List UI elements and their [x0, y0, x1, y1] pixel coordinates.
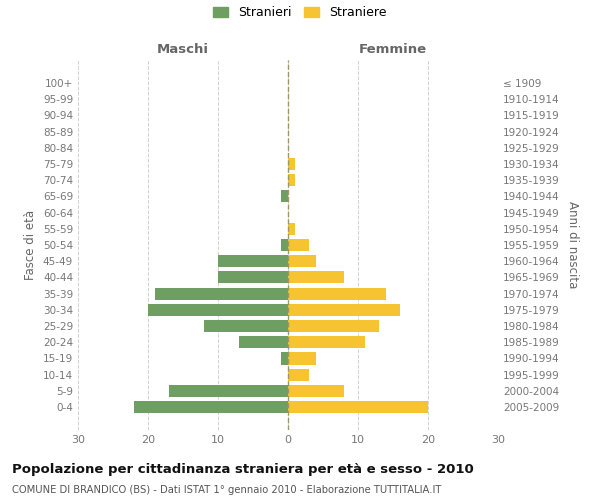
Bar: [288, 401, 428, 413]
Bar: [288, 272, 344, 283]
Text: Popolazione per cittadinanza straniera per età e sesso - 2010: Popolazione per cittadinanza straniera p…: [12, 462, 474, 475]
Bar: [288, 174, 295, 186]
Bar: [239, 336, 288, 348]
Bar: [218, 255, 288, 268]
Bar: [155, 288, 288, 300]
Bar: [288, 239, 309, 251]
Text: Femmine: Femmine: [359, 44, 427, 57]
Bar: [288, 288, 386, 300]
Bar: [281, 352, 288, 364]
Bar: [169, 385, 288, 397]
Bar: [288, 320, 379, 332]
Bar: [288, 336, 365, 348]
Text: Maschi: Maschi: [157, 44, 209, 57]
Bar: [288, 255, 316, 268]
Bar: [288, 385, 344, 397]
Bar: [148, 304, 288, 316]
Bar: [134, 401, 288, 413]
Text: COMUNE DI BRANDICO (BS) - Dati ISTAT 1° gennaio 2010 - Elaborazione TUTTITALIA.I: COMUNE DI BRANDICO (BS) - Dati ISTAT 1° …: [12, 485, 442, 495]
Bar: [288, 368, 309, 381]
Bar: [204, 320, 288, 332]
Bar: [218, 272, 288, 283]
Bar: [288, 304, 400, 316]
Bar: [288, 352, 316, 364]
Y-axis label: Anni di nascita: Anni di nascita: [566, 202, 579, 288]
Bar: [288, 158, 295, 170]
Bar: [281, 239, 288, 251]
Bar: [288, 222, 295, 235]
Y-axis label: Fasce di età: Fasce di età: [25, 210, 37, 280]
Legend: Stranieri, Straniere: Stranieri, Straniere: [213, 6, 387, 19]
Bar: [281, 190, 288, 202]
